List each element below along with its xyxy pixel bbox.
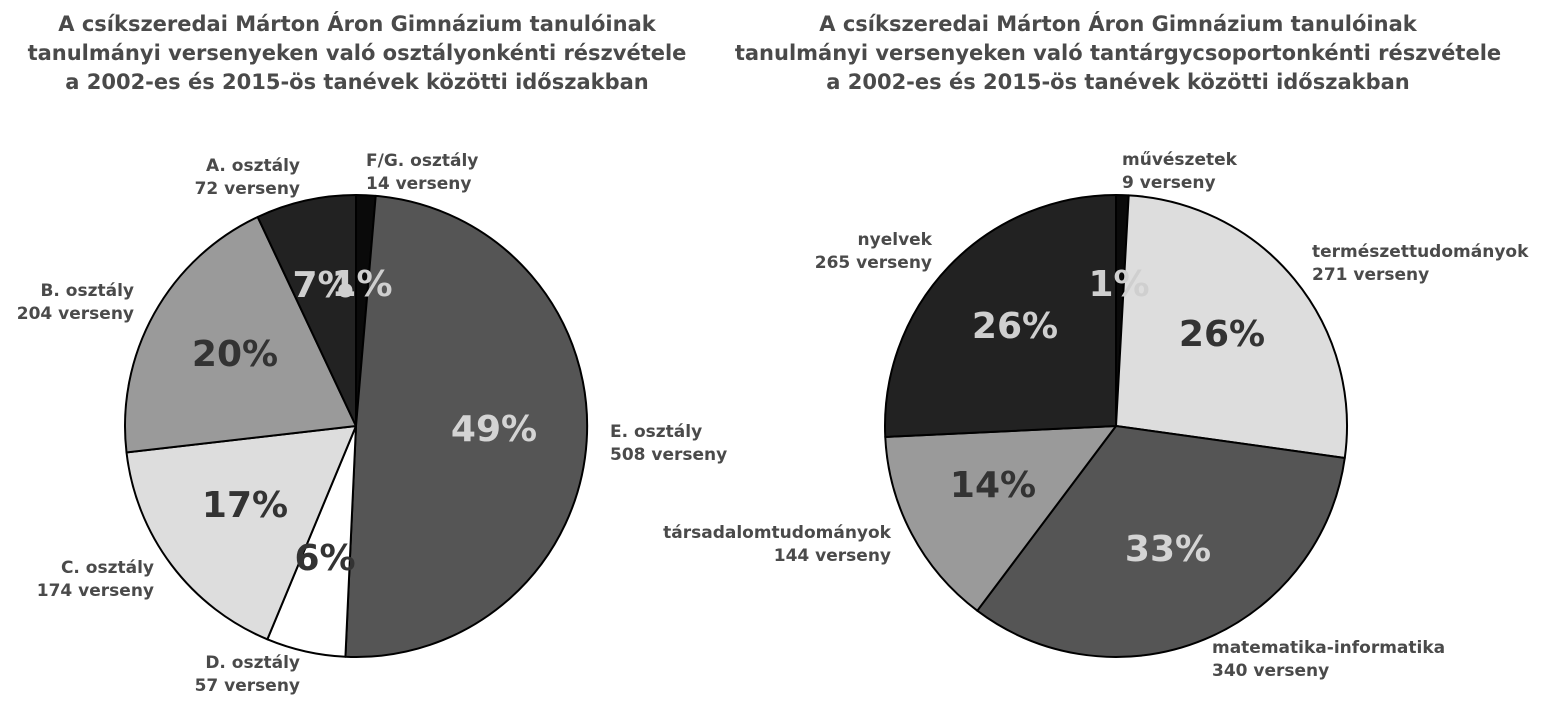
data-label-percent: 49% xyxy=(451,409,537,450)
pie-slice-e-oszt-ly xyxy=(344,194,589,659)
pie-slice-b-oszt-ly xyxy=(124,215,357,454)
pie-chart-by-class: A csíkszeredai Márton Áron Gimnázium tan… xyxy=(17,11,727,696)
data-label-percent: 7% xyxy=(292,265,353,306)
slice-category-label: művészetek xyxy=(1122,150,1238,170)
data-label-percent: 20% xyxy=(192,334,278,375)
slice-value-label: 271 verseny xyxy=(1312,265,1429,285)
slice-value-label: 174 verseny xyxy=(37,581,154,601)
data-label-percent: 6% xyxy=(294,538,355,579)
slice-value-label: 340 verseny xyxy=(1212,661,1329,681)
chart-title-line: tanulmányi versenyeken való osztályonkén… xyxy=(28,41,687,65)
chart-title: A csíkszeredai Márton Áron Gimnázium tan… xyxy=(735,11,1501,94)
chart-title: A csíkszeredai Márton Áron Gimnázium tan… xyxy=(28,11,687,94)
data-label-percent: 26% xyxy=(972,306,1058,347)
slice-value-label: 14 verseny xyxy=(366,174,471,194)
data-label-percent: 17% xyxy=(202,485,288,526)
data-label-percent: 26% xyxy=(1179,314,1265,355)
slice-category-label: matematika-informatika xyxy=(1212,638,1445,658)
slice-category-label: E. osztály xyxy=(610,422,702,442)
data-label-percent: 14% xyxy=(950,465,1036,506)
pie-slice-matematika-informatika xyxy=(976,425,1346,658)
slice-value-label: 508 verseny xyxy=(610,445,727,465)
pie-slice-nyelvek xyxy=(884,194,1117,438)
pie-slice-term-szettudom-nyok xyxy=(1115,194,1348,459)
slice-value-label: 72 verseny xyxy=(195,179,300,199)
slice-value-label: 57 verseny xyxy=(195,676,300,696)
data-label-percent: 1% xyxy=(1088,264,1149,305)
slice-category-label: D. osztály xyxy=(205,653,300,673)
slice-value-label: 144 verseny xyxy=(774,546,891,566)
chart-title-line: tanulmányi versenyeken való tantárgycsop… xyxy=(735,41,1501,65)
slice-value-label: 9 verseny xyxy=(1122,173,1216,193)
pie-slice-c-oszt-ly xyxy=(125,425,357,641)
pie-slice-a-oszt-ly xyxy=(256,194,357,427)
chart-title-line: a 2002-es és 2015-ös tanévek közötti idő… xyxy=(65,70,649,94)
data-label-percent: 33% xyxy=(1125,529,1211,570)
slice-value-label: 265 verseny xyxy=(815,253,932,273)
pie-chart-by-subject-group: A csíkszeredai Márton Áron Gimnázium tan… xyxy=(663,11,1529,681)
pie-slice-t-rsadalomtudom-nyok xyxy=(884,425,1117,612)
slice-category-label: C. osztály xyxy=(61,558,154,578)
slice-category-label: nyelvek xyxy=(858,230,933,250)
slice-category-label: A. osztály xyxy=(206,156,300,176)
slice-value-label: 204 verseny xyxy=(17,304,134,324)
data-label-percent: 1% xyxy=(331,264,392,305)
slice-category-label: természettudományok xyxy=(1312,242,1529,262)
chart-title-line: A csíkszeredai Márton Áron Gimnázium tan… xyxy=(819,11,1417,36)
slice-category-label: B. osztály xyxy=(40,281,134,301)
slice-category-label: társadalomtudományok xyxy=(663,523,892,543)
chart-title-line: A csíkszeredai Márton Áron Gimnázium tan… xyxy=(58,11,656,36)
slice-category-label: F/G. osztály xyxy=(366,151,478,171)
chart-title-line: a 2002-es és 2015-ös tanévek közötti idő… xyxy=(826,70,1410,94)
